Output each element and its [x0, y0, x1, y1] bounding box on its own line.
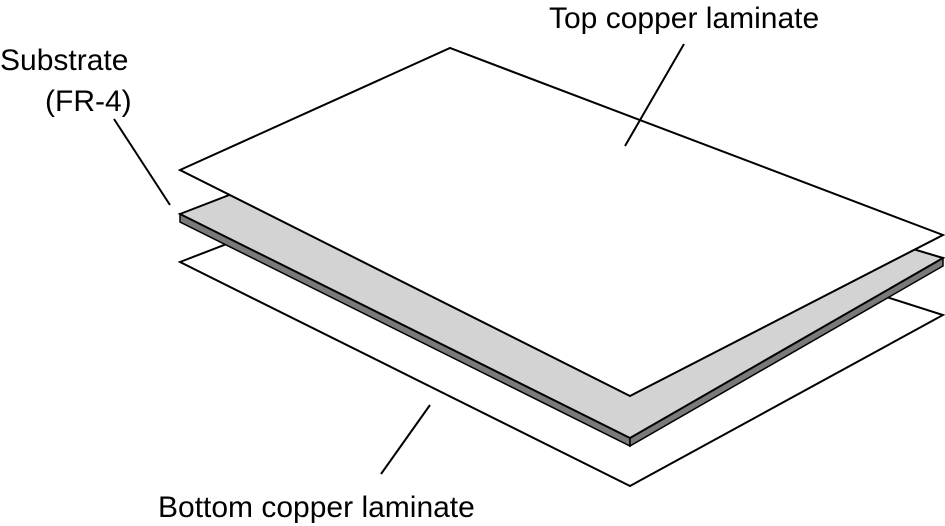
top-copper-laminate-label: Top copper laminate: [549, 2, 819, 35]
substrate-leader: [113, 118, 171, 206]
bottom-copper-laminate-label: Bottom copper laminate: [158, 491, 475, 524]
top-laminate-leader: [624, 43, 685, 147]
substrate-label: Substrate: [0, 44, 128, 77]
bottom-laminate-leader: [380, 404, 431, 475]
substrate-material-label: (FR-4): [45, 85, 132, 118]
top-copper-sheet: [177, 46, 945, 398]
